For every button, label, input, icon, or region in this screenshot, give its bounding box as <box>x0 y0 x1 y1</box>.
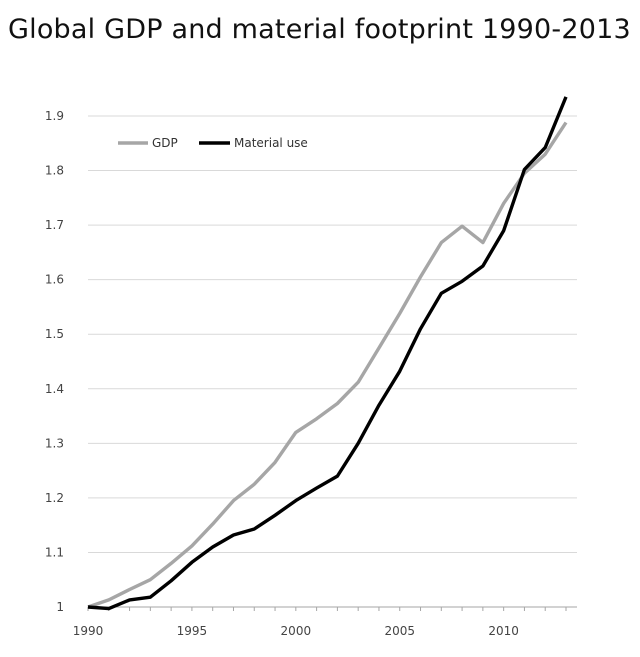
y-tick-label: 1.6 <box>45 273 64 287</box>
gridlines <box>88 115 577 553</box>
y-tick-label: 1.3 <box>45 436 64 450</box>
y-tick-label: 1.9 <box>45 109 64 123</box>
chart-title: Global GDP and material footprint 1990-2… <box>8 14 631 45</box>
x-tick-label: 2000 <box>281 624 312 638</box>
x-axis <box>87 606 577 611</box>
y-tick-label: 1.2 <box>45 491 64 505</box>
series-lines <box>87 96 568 611</box>
legend: GDP Material use <box>118 136 308 150</box>
x-tick-label: 2010 <box>488 624 519 638</box>
x-tick-label: 1990 <box>73 624 104 638</box>
y-tick-label: 1 <box>56 600 64 614</box>
x-axis-tick-labels: 1990 1995 2000 2005 2010 <box>73 624 519 638</box>
y-axis-tick-labels: 1 1.1 1.2 1.3 1.4 1.5 1.6 1.7 1.8 1.9 <box>45 109 64 614</box>
series-line-material-use <box>87 96 568 611</box>
y-tick-label: 1.8 <box>45 164 64 178</box>
x-tick-label: 2005 <box>384 624 415 638</box>
y-tick-label: 1.1 <box>45 545 64 559</box>
legend-label: GDP <box>152 136 178 150</box>
y-tick-label: 1.4 <box>45 382 64 396</box>
y-tick-label: 1.5 <box>45 327 64 341</box>
y-tick-label: 1.7 <box>45 218 64 232</box>
legend-label: Material use <box>234 136 308 150</box>
series-line-gdp <box>87 121 568 609</box>
x-tick-label: 1995 <box>177 624 208 638</box>
